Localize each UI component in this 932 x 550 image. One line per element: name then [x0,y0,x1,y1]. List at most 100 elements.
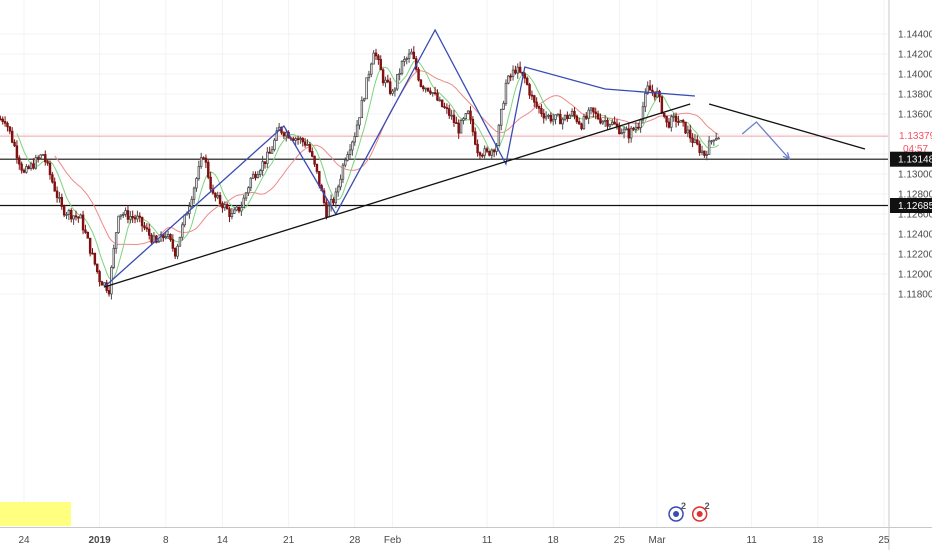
pattern-drawing[interactable] [103,28,695,288]
candle-body [60,197,64,207]
candle-body [693,139,697,144]
candle-body [204,157,208,163]
event-icon[interactable]: 2 [691,501,710,522]
candle-body [150,234,153,243]
candle-body [535,101,538,107]
candle-body [639,119,642,129]
candle-body [51,174,54,183]
candle-body [620,132,623,135]
candle-body [235,206,238,211]
candle-body [223,204,227,209]
candle-body [625,128,628,131]
time-tick-label: Mar [649,535,667,546]
price-tick-label: 1.14400 [898,30,932,41]
candle-body [103,282,106,286]
candle-body [183,214,186,226]
candle-body [36,157,40,160]
candle-body [655,90,659,98]
candle-body [478,152,482,156]
candle-body [606,119,609,127]
candle-body [32,163,35,169]
event-icon[interactable]: 2 [668,501,686,522]
candle-body [136,215,139,220]
candle-body [674,115,678,122]
candle-body [370,63,373,75]
candle-body [221,203,224,209]
candle-body [424,87,427,90]
candle-body [254,173,257,179]
candle-body [96,263,99,273]
candle-body [3,121,7,124]
candle-body [310,151,314,157]
candle-body [679,120,683,123]
arrow-head [782,152,791,161]
candle-body [426,87,430,92]
candle-body [410,51,413,55]
candle-body [285,132,288,137]
candle-body [644,92,647,108]
candle-body [492,149,496,152]
candle-body [173,247,177,257]
candle-body [464,113,468,120]
candle-body [225,204,229,210]
time-axis[interactable]: 24 2019 8 14 21 28 Feb 11 18 25 Mar 11 18 25 [18,535,890,546]
candle-body [407,53,411,59]
candle-body [157,240,160,243]
trend-drawings[interactable] [103,28,866,288]
candle-body [568,114,571,120]
candle-body [393,88,397,92]
candle-body [544,115,548,119]
candle-body [388,81,392,94]
event-icon-count: 2 [705,501,710,511]
current-price-value: 1.13379 [899,131,932,142]
event-icon-dot [696,511,703,517]
candle-body [133,217,137,220]
candle-body [613,121,616,125]
candle-body [107,290,111,295]
candle-body [303,141,307,146]
trendline[interactable] [708,103,866,150]
candle-body [660,96,664,114]
candle-body [615,123,619,127]
candle-body [249,177,253,189]
candle-body [698,143,701,153]
yellow-highlight [0,502,71,526]
candle-body [360,99,364,119]
candle-body [114,232,118,249]
time-tick-label: 11 [482,535,493,546]
candle-body [637,126,640,129]
candle-body [126,210,130,220]
candle-body [273,139,276,151]
trendline[interactable] [104,103,691,288]
candle-body [171,239,175,249]
candle-body [29,163,33,169]
candle-body [315,163,319,172]
candle-body [67,209,71,215]
candle-body [58,197,61,199]
candle-body [374,52,378,57]
candle-body [365,77,368,100]
price-tick-label: 1.13600 [898,110,932,121]
candle-body [140,216,144,227]
candle-body [582,115,586,130]
candle-body [176,245,179,257]
countdown-timer: 04:57 [903,144,928,155]
candle-body [601,120,605,124]
projection-arrow[interactable] [741,121,790,160]
candle-body [8,126,12,132]
candle-body [372,52,375,65]
candle-body [318,171,321,187]
candle-body [384,79,387,84]
level-price-value: 1.13148 [898,155,932,166]
candle-body [280,126,283,134]
candle-body [270,149,274,154]
candle-body [398,72,401,75]
candle-body [627,128,631,139]
candle-body [481,154,484,157]
candle-body [714,138,718,141]
candle-body [233,209,236,214]
candle-body [563,114,567,120]
candle-body [79,214,82,219]
